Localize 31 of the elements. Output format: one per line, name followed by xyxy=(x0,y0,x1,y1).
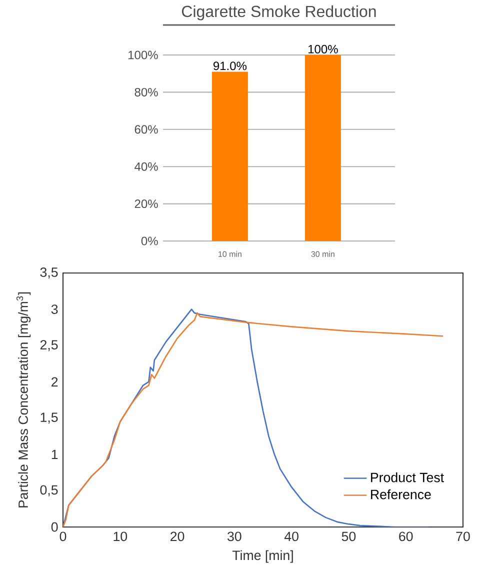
y-tick-label: 0,5 xyxy=(40,485,58,496)
y-tick-label: 3,5 xyxy=(40,268,58,279)
y-tick-label: 1 xyxy=(52,450,58,460)
y-tick-label: 0 xyxy=(51,522,58,532)
y-tick-label: 80% xyxy=(134,88,158,96)
y-tick-label: 100% xyxy=(128,50,158,60)
x-tick-label: 70 xyxy=(456,532,470,542)
data-label: 100% xyxy=(308,44,338,54)
legend-label: Product Test xyxy=(371,472,444,482)
x-tick-label: 30 xyxy=(228,532,242,542)
y-axis-title: Particle Mass Concentration [mg/m$^{3}$] xyxy=(16,292,31,508)
x-tick-label: 40 xyxy=(284,532,298,542)
data-label: 91.0% xyxy=(214,62,247,70)
y-tick-label: 1,5 xyxy=(40,412,58,424)
y-tick-label: 60% xyxy=(134,125,158,134)
y-tick-label: 3 xyxy=(51,304,58,314)
x-tick-label: 50 xyxy=(342,532,356,542)
x-tick-label: 10 xyxy=(114,532,128,542)
chart-title: Cigarette Smoke Reduction xyxy=(182,5,376,20)
x-tick-label: 10 min xyxy=(218,251,242,257)
y-tick-label: 20% xyxy=(134,200,158,208)
y-tick-label: 0% xyxy=(141,236,158,246)
x-tick-label: 20 xyxy=(170,532,184,542)
x-axis-title: Time [min] xyxy=(232,550,293,563)
y-tick-label: 40% xyxy=(134,162,158,171)
y-tick-label: 2 xyxy=(52,377,58,387)
x-tick-label: 60 xyxy=(399,532,413,542)
y-tick-label: 2,5 xyxy=(40,340,58,352)
x-tick-label: 30 min xyxy=(311,251,334,257)
x-tick-label: 0 xyxy=(60,532,66,542)
legend-label: Reference xyxy=(371,489,431,500)
